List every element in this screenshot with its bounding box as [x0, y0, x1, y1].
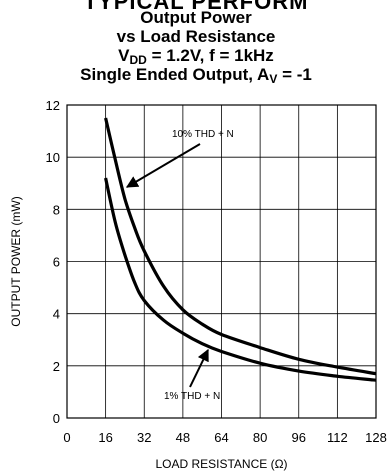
x-tick-label: 0	[63, 430, 70, 445]
cond-pre: V	[118, 46, 130, 65]
x-axis-label: LOAD RESISTANCE (Ω)	[155, 457, 287, 471]
annotation-10pct-thd: 10% THD + N	[172, 129, 234, 140]
chart-title-line2: vs Load Resistance	[116, 27, 276, 46]
y-tick-label: 2	[53, 359, 60, 374]
y-tick-label: 6	[53, 255, 60, 270]
x-tick-label: 16	[98, 430, 112, 445]
y-tick-label: 10	[46, 150, 60, 165]
x-tick-label: 48	[176, 430, 190, 445]
y-tick-label: 4	[53, 307, 60, 322]
arrow-10pct-thd	[125, 143, 201, 188]
chart-conditions: VDD = 1.2V, f = 1kHz	[0, 46, 392, 67]
mode-sub: V	[269, 72, 278, 86]
chart-mode: Single Ended Output, AV = -1	[0, 65, 392, 86]
x-tick-label: 64	[214, 430, 228, 445]
y-tick-label: 8	[53, 202, 60, 217]
banner-text: TYPICAL PERFORM	[83, 0, 309, 14]
x-tick-label: 96	[292, 430, 306, 445]
chart-title-line1: Output Power	[140, 8, 252, 27]
series-line-10pct-thd	[104, 117, 377, 376]
x-tick-label: 80	[253, 430, 267, 445]
annotations: 10% THD + N 1% THD + N	[125, 129, 234, 402]
x-tick-label: 112	[327, 430, 348, 445]
grid	[66, 104, 377, 419]
cond-sub: DD	[129, 53, 147, 67]
curves	[104, 117, 377, 382]
plot-frame	[66, 104, 377, 419]
x-tick-label: 32	[137, 430, 151, 445]
x-tick-label: 128	[365, 430, 387, 445]
arrow-1pct-thd	[189, 348, 209, 388]
y-axis-label: OUTPUT POWER (mW)	[9, 196, 23, 326]
cond-post: = 1.2V, f = 1kHz	[146, 46, 274, 65]
mode-post: = -1	[277, 65, 312, 84]
y-tick-label: 0	[53, 411, 60, 426]
mode-pre: Single Ended Output, A	[80, 65, 270, 84]
annotation-1pct-thd: 1% THD + N	[164, 391, 220, 402]
y-tick-label: 12	[46, 98, 60, 113]
tick-labels: 0 16 32 48 64 80 96 112 128 0 2 4 6 8 10 12	[46, 98, 387, 445]
series-line-1pct-thd	[104, 177, 377, 382]
